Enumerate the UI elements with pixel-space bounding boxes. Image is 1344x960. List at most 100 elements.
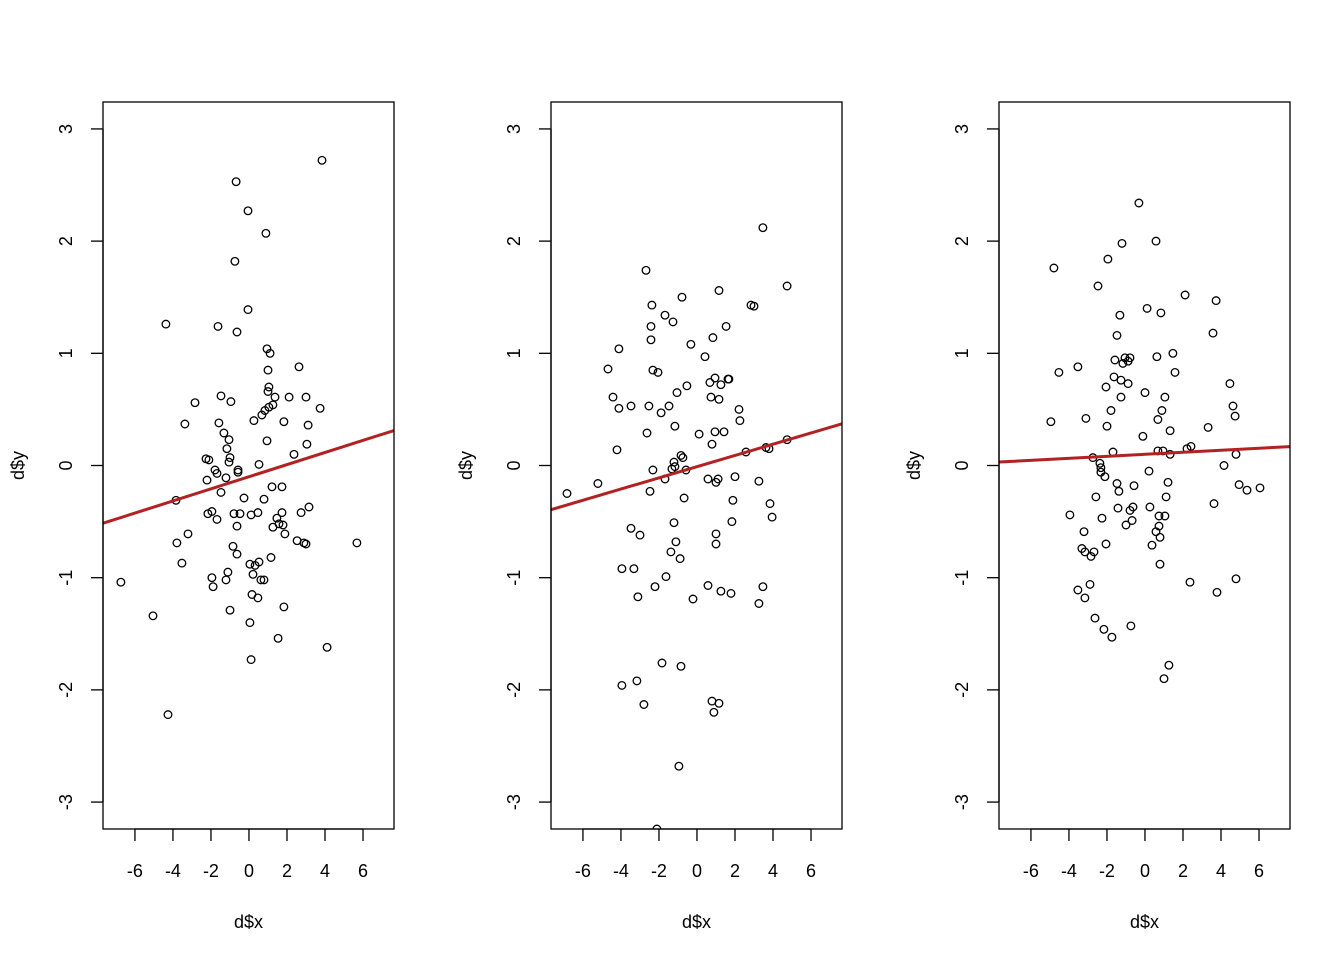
data-point: [1097, 513, 1107, 523]
data-point: [660, 310, 670, 320]
data-point: [1126, 621, 1136, 631]
y-axis: -3 -2 -1 0 1 2 3 d$y: [8, 124, 104, 810]
data-point: [1101, 539, 1111, 549]
data-point: [682, 381, 692, 391]
data-point: [1155, 532, 1165, 542]
data-point: [642, 428, 652, 438]
data-point: [1091, 492, 1101, 502]
data-point: [669, 518, 679, 528]
data-point: [678, 453, 688, 463]
data-point: [1142, 303, 1152, 313]
data-point: [735, 416, 745, 426]
data-point: [279, 417, 289, 427]
data-point: [235, 509, 245, 519]
data-point: [1228, 401, 1238, 411]
data-point: [645, 486, 655, 496]
y-tick-label: 3: [504, 124, 524, 134]
data-point: [719, 427, 729, 437]
data-point: [233, 467, 243, 477]
data-point: [279, 602, 289, 612]
data-point: [652, 824, 662, 829]
y-tick-label: -3: [952, 794, 972, 810]
data-point: [724, 374, 734, 384]
x-tick-label: -4: [1061, 861, 1077, 881]
data-point: [1144, 466, 1154, 476]
data-point: [277, 508, 287, 518]
data-point: [296, 508, 306, 518]
data-point: [1096, 463, 1106, 473]
data-point: [315, 403, 325, 413]
y-tick-label: 3: [56, 124, 76, 134]
data-point: [668, 317, 678, 327]
data-point: [1231, 574, 1241, 584]
data-point: [676, 661, 686, 671]
data-point: [644, 401, 654, 411]
x-tick-label: -6: [1023, 861, 1039, 881]
y-tick-label: 1: [952, 348, 972, 358]
data-point: [664, 401, 674, 411]
data-point: [214, 418, 224, 428]
data-point: [322, 642, 332, 652]
data-point: [277, 482, 287, 492]
y-axis-label: d$y: [904, 451, 924, 480]
y-tick-label: -2: [504, 682, 524, 698]
data-point: [1090, 613, 1100, 623]
data-point: [263, 365, 273, 375]
x-axis: -6 -4 -2 0 2 4 6 d$x: [575, 828, 816, 932]
data-point: [177, 558, 187, 568]
data-point: [1100, 472, 1110, 482]
data-point: [266, 553, 276, 562]
y-axis-label: d$y: [456, 451, 476, 480]
data-point: [183, 529, 193, 539]
data-point: [1101, 382, 1111, 392]
data-point: [1118, 358, 1128, 368]
data-point: [1234, 480, 1244, 490]
data-point: [593, 479, 603, 488]
data-point: [204, 455, 214, 465]
x-tick-label: 2: [282, 861, 292, 881]
data-point: [239, 493, 249, 503]
data-point: [1046, 417, 1056, 427]
data-point: [1160, 392, 1170, 402]
data-point: [1121, 520, 1131, 530]
data-point: [1255, 483, 1265, 493]
data-point: [767, 512, 777, 522]
data-point: [671, 537, 681, 547]
data-point: [617, 564, 627, 574]
data-point: [1093, 281, 1103, 291]
data-point: [709, 707, 719, 717]
y-tick-label: -1: [504, 570, 524, 586]
data-point: [1086, 551, 1096, 561]
data-point: [190, 398, 200, 408]
data-point: [1170, 367, 1180, 377]
data-point: [656, 408, 666, 418]
data-point: [677, 292, 687, 302]
data-point: [262, 344, 272, 354]
data-point: [1095, 458, 1105, 468]
y-tick-label: -2: [952, 682, 972, 698]
x-tick-label: 0: [1140, 861, 1150, 881]
data-point: [1107, 632, 1117, 642]
data-point: [317, 155, 327, 165]
data-point: [1231, 449, 1241, 459]
regression-line: [551, 422, 842, 512]
data-point: [1113, 503, 1123, 513]
data-point: [1154, 511, 1164, 521]
data-point: [1116, 392, 1126, 402]
data-point: [711, 539, 721, 549]
data-point: [632, 676, 642, 686]
points: [116, 155, 362, 720]
data-point: [352, 538, 362, 548]
data-point: [706, 392, 716, 402]
data-point: [703, 581, 713, 590]
data-point: [294, 362, 304, 372]
y-tick-label: 0: [504, 460, 524, 470]
x-axis-label: d$x: [234, 912, 263, 932]
data-point: [289, 449, 299, 459]
data-point: [714, 394, 724, 404]
data-point: [626, 523, 636, 533]
x-axis-label: d$x: [1130, 912, 1159, 932]
data-point: [661, 572, 671, 582]
data-point: [1115, 310, 1125, 320]
